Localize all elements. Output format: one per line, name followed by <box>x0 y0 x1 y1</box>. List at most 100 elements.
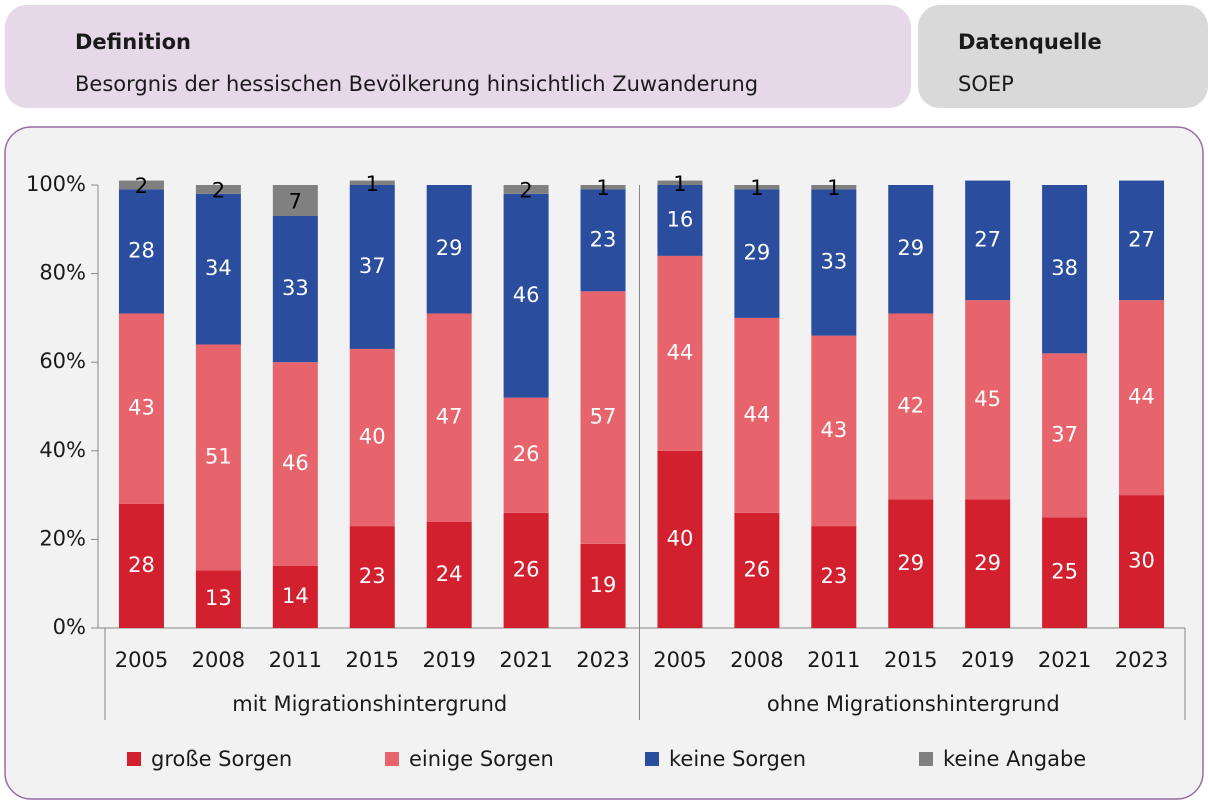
bar-segment <box>888 185 934 314</box>
bar-segment <box>195 570 241 628</box>
bar-segment <box>580 543 626 628</box>
value-label: 29 <box>744 241 771 265</box>
y-tick-label: 60% <box>39 349 86 373</box>
x-tick-label: 2005 <box>115 648 168 672</box>
x-tick-label: 2008 <box>730 648 783 672</box>
bar-segment <box>888 499 934 628</box>
bar-segment <box>349 348 395 527</box>
bar-segment <box>580 189 626 292</box>
value-label: 27 <box>974 227 1001 251</box>
y-tick-label: 0% <box>53 615 86 639</box>
value-label: 23 <box>359 564 386 588</box>
value-label: 40 <box>667 526 694 550</box>
bar-segment <box>580 291 626 544</box>
value-label: 33 <box>282 276 309 300</box>
group-label: ohne Migrationshintergrund <box>767 692 1060 716</box>
y-tick-label: 20% <box>39 526 86 550</box>
value-label: 43 <box>820 418 847 442</box>
legend-swatch <box>919 752 933 766</box>
value-label: 29 <box>436 236 463 260</box>
value-label: 30 <box>1128 549 1155 573</box>
value-label: 26 <box>513 442 540 466</box>
legend-label: keine Angabe <box>943 747 1086 771</box>
bar-segment <box>657 255 703 451</box>
value-label: 27 <box>1128 227 1155 251</box>
value-label: 47 <box>436 405 463 429</box>
value-label: 1 <box>366 172 379 196</box>
bar-segment <box>503 185 549 194</box>
value-label: 23 <box>590 227 617 251</box>
value-label: 42 <box>897 394 924 418</box>
value-label: 24 <box>436 562 463 586</box>
bar-segment <box>965 300 1011 500</box>
bar-segment <box>503 397 549 513</box>
bar-segment <box>734 185 780 190</box>
y-tick-label: 40% <box>39 438 86 462</box>
bar-segment <box>349 180 395 185</box>
bar-segment <box>195 185 241 194</box>
bar-segment <box>888 313 934 500</box>
value-label: 2 <box>519 178 532 202</box>
value-label: 37 <box>359 254 386 278</box>
legend-label: keine Sorgen <box>669 747 806 771</box>
value-label: 43 <box>128 396 155 420</box>
value-label: 28 <box>128 238 155 262</box>
bar-segment <box>272 362 318 566</box>
bar-segment <box>272 216 318 363</box>
value-label: 44 <box>1128 385 1155 409</box>
bar-segment <box>1042 185 1088 354</box>
x-tick-label: 2019 <box>422 648 475 672</box>
value-label: 37 <box>1051 422 1078 446</box>
value-label: 29 <box>897 551 924 575</box>
value-label: 1 <box>750 176 763 200</box>
value-label: 29 <box>974 551 1001 575</box>
value-label: 16 <box>667 207 694 231</box>
value-label: 44 <box>744 402 771 426</box>
value-label: 29 <box>897 236 924 260</box>
bar-segment <box>811 185 857 190</box>
x-tick-label: 2005 <box>653 648 706 672</box>
bar-segment <box>657 180 703 185</box>
bar-segment <box>734 512 780 628</box>
bar-segment <box>657 185 703 256</box>
legend-label: einige Sorgen <box>409 747 554 771</box>
x-tick-label: 2011 <box>807 648 860 672</box>
value-label: 45 <box>974 387 1001 411</box>
bar-segment <box>965 180 1011 301</box>
value-label: 46 <box>513 283 540 307</box>
value-label: 26 <box>513 557 540 581</box>
value-label: 40 <box>359 425 386 449</box>
bar-segment <box>195 344 241 571</box>
bar-segment <box>734 317 780 513</box>
x-tick-label: 2011 <box>269 648 322 672</box>
value-label: 1 <box>673 172 686 196</box>
definition-box <box>5 5 911 108</box>
bar-segment <box>349 526 395 628</box>
value-label: 33 <box>820 250 847 274</box>
bar-segment <box>734 189 780 318</box>
bar-segment <box>657 450 703 628</box>
bar-segment <box>811 526 857 628</box>
value-label: 14 <box>282 584 309 608</box>
x-tick-label: 2021 <box>1038 648 1091 672</box>
legend-label: große Sorgen <box>151 747 292 771</box>
x-tick-label: 2015 <box>346 648 399 672</box>
value-label: 2 <box>135 174 148 198</box>
value-label: 46 <box>282 451 309 475</box>
bar-segment <box>965 499 1011 628</box>
source-text: SOEP <box>958 72 1014 96</box>
bar-segment <box>118 180 164 190</box>
value-label: 51 <box>205 444 232 468</box>
value-label: 13 <box>205 586 232 610</box>
value-label: 57 <box>590 405 617 429</box>
x-tick-label: 2023 <box>1115 648 1168 672</box>
value-label: 19 <box>590 573 617 597</box>
legend-swatch <box>127 752 141 766</box>
bar-segment <box>118 189 164 314</box>
bar-segment <box>811 189 857 336</box>
value-label: 25 <box>1051 560 1078 584</box>
x-tick-label: 2019 <box>961 648 1014 672</box>
bar-segment <box>580 185 626 190</box>
bar-segment <box>1042 517 1088 628</box>
bar-segment <box>503 512 549 628</box>
